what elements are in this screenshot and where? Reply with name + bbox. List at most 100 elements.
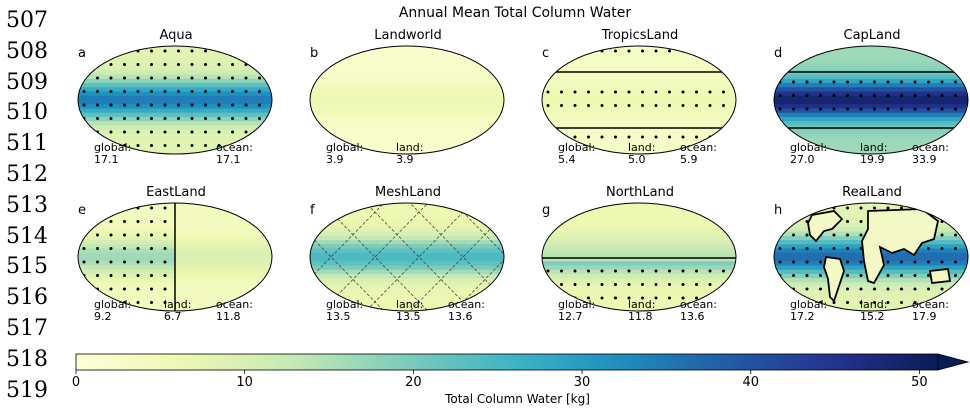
panel-title: TropicsLand [601, 28, 679, 43]
ocean-dot [150, 233, 153, 237]
band [310, 112, 504, 118]
mesh-line [451, 203, 504, 311]
ocean-dot [136, 144, 140, 147]
band-east [175, 257, 272, 262]
map-panel-capland: CapLand d global: 27.0 land: 19.9 ocean: 33.9 [772, 28, 970, 178]
ocean-dot [614, 283, 617, 286]
band-east [175, 278, 272, 283]
band [542, 150, 736, 154]
band-west [78, 244, 175, 250]
stat-global: global: 27.0 [790, 142, 827, 166]
map-panel-realland: RealLand h global: 17.2 land: 15.2 ocean: 17.9 [772, 185, 970, 335]
band [774, 299, 968, 305]
ocean-dot [805, 260, 809, 264]
ocean-dot [927, 287, 930, 291]
stat-value: 11.8 [216, 310, 241, 323]
ocean-dot [940, 260, 944, 264]
ocean-dot [204, 76, 207, 80]
panel-title: EastLand [146, 185, 206, 200]
band-west [78, 286, 175, 292]
ocean-dot [96, 63, 99, 66]
band [310, 100, 504, 105]
ocean-dot [217, 144, 221, 147]
stat-label: ocean: [216, 141, 253, 154]
ocean-dot [859, 287, 863, 291]
ocean-dot [123, 206, 126, 210]
band [774, 70, 968, 76]
stat-ocean: ocean: 11.8 [216, 299, 253, 323]
band-east [175, 227, 272, 233]
ocean-dot [258, 144, 261, 147]
ocean-dot [873, 94, 876, 97]
band-west [78, 248, 175, 254]
band [542, 218, 736, 224]
ocean-dot [204, 144, 207, 147]
stat-label: ocean: [216, 298, 253, 311]
ocean-dot [136, 103, 140, 107]
ocean-dot [954, 233, 957, 237]
ocean-dot [859, 274, 863, 277]
ocean-dot [886, 94, 890, 97]
band [774, 104, 968, 110]
band-west [78, 299, 175, 305]
ocean-dot [614, 296, 617, 300]
band [78, 74, 272, 80]
stat-label: land: [860, 298, 888, 311]
band [542, 142, 736, 148]
ocean-dot [217, 76, 221, 80]
ocean-dot [954, 80, 957, 84]
band [78, 129, 272, 135]
band-west [78, 278, 175, 283]
band [542, 240, 736, 245]
ocean-dot [150, 90, 153, 93]
band [310, 91, 504, 97]
band [310, 295, 504, 300]
band [542, 95, 736, 101]
band [78, 78, 272, 84]
band [310, 129, 504, 135]
ocean-dot [82, 301, 86, 304]
stat-land: land: 5.0 [628, 142, 655, 166]
ocean-dot [96, 76, 99, 80]
ocean-dot [150, 287, 153, 291]
ocean-dot [150, 130, 153, 134]
ocean-dot [859, 107, 863, 111]
ocean-dot [654, 104, 658, 107]
ocean-dot [627, 49, 631, 53]
ocean-dot [190, 76, 194, 80]
ocean-dot [587, 104, 590, 107]
map-panel-meshland: MeshLand f global: 13.5 land: 13.5 ocean: 13.6 [308, 185, 508, 335]
panel-title: NorthLand [605, 185, 675, 200]
band [78, 46, 272, 50]
ocean-dot [123, 287, 126, 291]
ocean-dot [654, 135, 658, 139]
ocean-dot [913, 260, 917, 264]
band-east [175, 265, 272, 271]
band-east [175, 218, 272, 224]
ocean-dot [109, 206, 113, 210]
stat-label: land: [860, 141, 888, 154]
line-number: 511 [6, 131, 48, 157]
band [78, 87, 272, 93]
ocean-dot [204, 117, 207, 120]
ocean-dot [258, 117, 261, 120]
band [310, 206, 504, 212]
band [542, 231, 736, 237]
ocean-dot [819, 94, 822, 97]
band [774, 146, 968, 152]
ocean-dot [954, 220, 957, 223]
map-svg [773, 202, 969, 312]
ocean-dot [778, 206, 782, 210]
ocean-dot [231, 130, 234, 134]
band [774, 57, 968, 63]
ocean-dot [204, 130, 207, 134]
band [774, 91, 968, 97]
ocean-dot [600, 283, 604, 286]
band [542, 214, 736, 220]
ocean-dot [244, 117, 248, 120]
band [542, 286, 736, 292]
band [310, 227, 504, 233]
ocean-dot [913, 274, 917, 277]
band [542, 129, 736, 135]
ocean-dot [927, 206, 930, 210]
